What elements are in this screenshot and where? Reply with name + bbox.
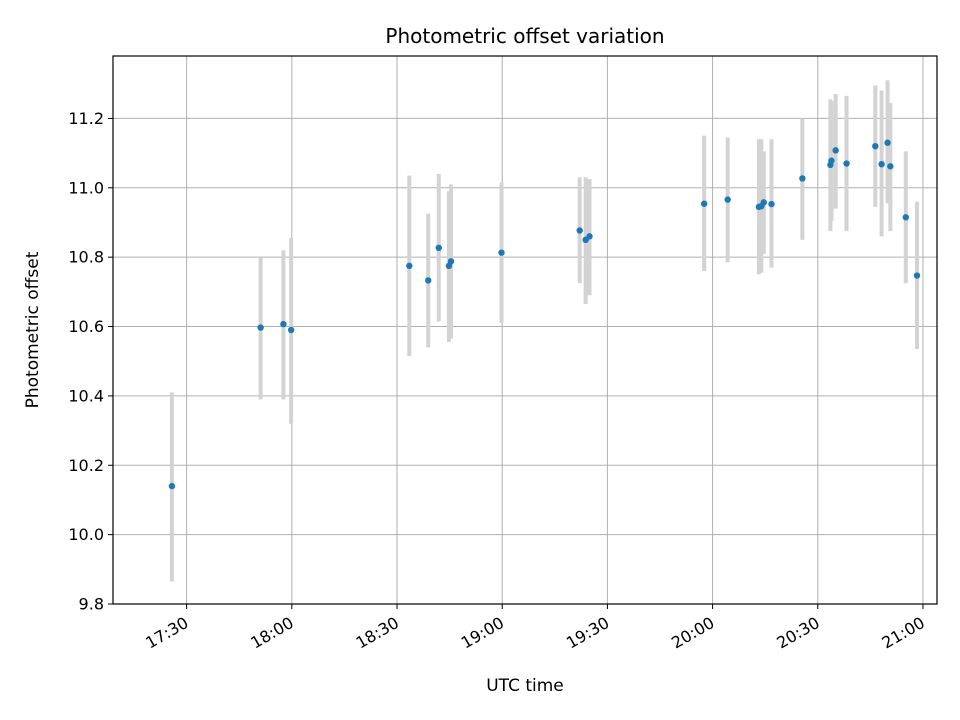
y-tick-label: 10.0	[68, 525, 104, 544]
data-point	[287, 326, 295, 334]
data-point	[168, 482, 176, 490]
y-tick-label: 10.4	[68, 386, 104, 405]
data-point	[257, 324, 264, 331]
plot-area	[113, 56, 937, 604]
data-point	[768, 200, 775, 208]
data-point	[832, 147, 839, 154]
data-point	[913, 272, 921, 279]
chart-title: Photometric offset variation	[385, 24, 664, 48]
y-tick-label: 10.6	[68, 317, 104, 336]
data-point	[843, 160, 850, 167]
x-axis-label: UTC time	[486, 676, 564, 696]
data-point	[700, 200, 708, 207]
data-point	[498, 249, 505, 256]
y-axis-ticks: 9.8 10.0 10.2 10.4 10.6 10.8 11.0 11.2	[68, 109, 113, 614]
data-point	[447, 258, 455, 265]
y-tick-label: 11.0	[68, 178, 104, 197]
data-point	[884, 139, 891, 146]
data-point	[872, 142, 879, 150]
data-point	[902, 214, 909, 221]
data-point	[586, 233, 593, 240]
data-point	[425, 277, 432, 284]
data-point	[828, 157, 835, 164]
y-tick-label: 11.2	[68, 109, 104, 128]
data-point	[576, 227, 583, 234]
y-tick-label: 10.2	[68, 456, 104, 475]
data-point	[878, 161, 885, 168]
data-points	[168, 139, 921, 490]
data-point	[887, 163, 894, 170]
data-point	[406, 262, 413, 270]
y-tick-label: 9.8	[79, 595, 104, 614]
y-tick-label: 10.8	[68, 248, 104, 267]
y-axis-label: Photometric offset	[23, 251, 43, 408]
data-point	[799, 175, 806, 182]
data-point	[435, 244, 442, 251]
data-point	[724, 196, 731, 203]
data-point	[760, 199, 767, 206]
axes-frame	[112, 55, 938, 605]
data-point	[280, 320, 287, 328]
